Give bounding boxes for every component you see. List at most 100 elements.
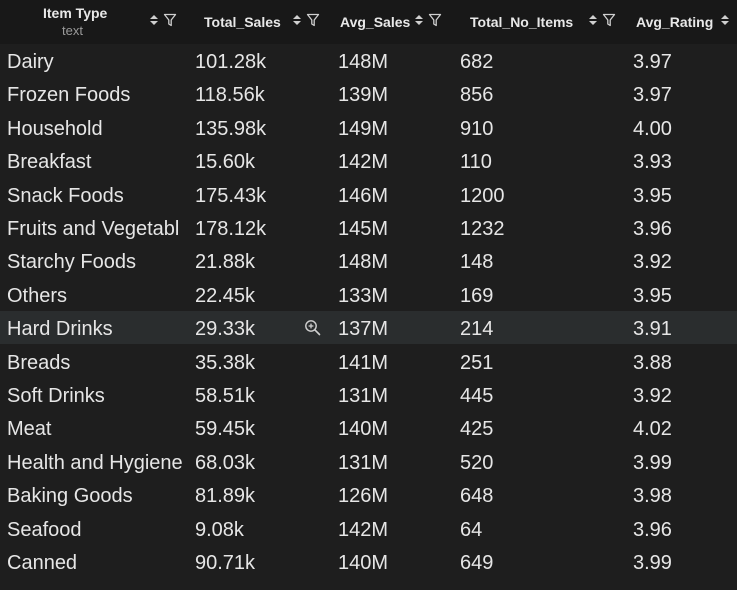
table-row[interactable]: Dairy 101.28k 148M 682 3.97 xyxy=(0,44,737,77)
cell-avg-sales: 148M xyxy=(338,51,389,73)
column-header-label: Avg_Rating xyxy=(636,14,714,30)
cell-total-sales: 101.28k xyxy=(195,51,267,73)
column-header-total-sales[interactable]: Total_Sales xyxy=(190,0,330,44)
cell-avg-sales: 126M xyxy=(338,485,389,508)
column-header-label: Total_Sales xyxy=(204,14,281,30)
table-row[interactable]: Soft Drinks 58.51k 131M 445 3.92 xyxy=(0,378,737,411)
cell-total-sales: 178.12k xyxy=(195,218,267,240)
table-row[interactable]: Baking Goods 81.89k 126M 648 3.98 xyxy=(0,478,737,511)
table-row[interactable]: Frozen Foods 118.56k 139M 856 3.97 xyxy=(0,77,737,110)
cell-total-sales: 35.38k xyxy=(195,351,256,374)
cell-avg-sales: 131M xyxy=(338,451,389,474)
cell-total-no-items: 148 xyxy=(460,251,494,274)
cell-total-sales: 175.43k xyxy=(195,184,267,207)
cell-avg-sales: 139M xyxy=(338,84,389,107)
filter-icon[interactable] xyxy=(602,12,616,28)
cell-avg-rating: 3.96 xyxy=(633,518,672,541)
cell-avg-rating: 3.99 xyxy=(633,552,672,574)
table-row[interactable]: Starchy Foods 21.88k 148M 148 3.92 xyxy=(0,244,737,277)
cell-avg-sales: 141M xyxy=(338,351,389,374)
sort-icon[interactable] xyxy=(412,12,426,28)
cell-avg-rating: 3.92 xyxy=(633,251,672,274)
cell-total-no-items: 1200 xyxy=(460,184,505,207)
cell-avg-rating: 3.91 xyxy=(633,318,672,341)
cell-total-no-items: 251 xyxy=(460,351,494,374)
cell-avg-rating: 3.99 xyxy=(633,451,672,474)
cell-total-no-items: 214 xyxy=(460,318,494,341)
cell-total-sales: 58.51k xyxy=(195,385,256,407)
table-row[interactable]: Meat 59.45k 140M 425 4.02 xyxy=(0,411,737,444)
zoom-in-icon[interactable] xyxy=(304,319,321,336)
cell-total-no-items: 856 xyxy=(460,84,494,107)
cell-avg-rating: 3.97 xyxy=(633,84,672,107)
sort-icon[interactable] xyxy=(147,12,161,28)
cell-avg-rating: 3.88 xyxy=(633,351,672,374)
cell-item-type: Soft Drinks xyxy=(7,385,105,407)
cell-item-type: Starchy Foods xyxy=(7,251,136,274)
column-header-avg-sales[interactable]: Avg_Sales xyxy=(330,0,455,44)
cell-avg-rating: 3.97 xyxy=(633,51,672,73)
cell-total-no-items: 64 xyxy=(460,518,483,541)
column-header-label: Item Type xyxy=(43,5,108,21)
cell-item-type: Canned xyxy=(7,552,78,574)
table-row[interactable]: Canned 90.71k 140M 649 3.99 xyxy=(0,545,737,578)
cell-item-type: Hard Drinks xyxy=(7,318,113,341)
cell-total-sales: 81.89k xyxy=(195,485,256,508)
column-header-type: text xyxy=(62,23,83,38)
cell-total-no-items: 520 xyxy=(460,451,494,474)
cell-item-type: Dairy xyxy=(7,51,54,73)
cell-total-no-items: 648 xyxy=(460,485,494,508)
filter-icon[interactable] xyxy=(306,12,320,28)
cell-item-type: Baking Goods xyxy=(7,485,133,508)
cell-avg-sales: 140M xyxy=(338,552,389,574)
table-row[interactable]: Hard Drinks 29.33k 137M 214 3.91 xyxy=(0,311,737,345)
cell-avg-sales: 133M xyxy=(338,284,389,307)
sort-icon[interactable] xyxy=(718,12,732,28)
table-row[interactable]: Health and Hygiene 68.03k 131M 520 3.99 xyxy=(0,445,737,478)
column-header-label: Avg_Sales xyxy=(340,14,411,30)
cell-total-no-items: 445 xyxy=(460,385,494,407)
cell-avg-sales: 137M xyxy=(338,318,389,341)
filter-icon[interactable] xyxy=(163,12,177,28)
table-row[interactable]: Breakfast 15.60k 142M 110 3.93 xyxy=(0,144,737,177)
cell-avg-sales: 140M xyxy=(338,418,389,441)
cell-item-type: Fruits and Vegetabl xyxy=(7,218,180,240)
cell-total-no-items: 682 xyxy=(460,51,494,73)
column-header-item-type[interactable]: Item Type text xyxy=(0,0,190,44)
cell-item-type: Breads xyxy=(7,351,71,374)
cell-avg-sales: 148M xyxy=(338,251,389,274)
cell-total-sales: 15.60k xyxy=(195,151,256,174)
sort-icon[interactable] xyxy=(586,12,600,28)
column-header-total-no-items[interactable]: Total_No_Items xyxy=(455,0,625,44)
cell-avg-rating: 3.92 xyxy=(633,385,672,407)
cell-total-sales: 59.45k xyxy=(195,418,256,441)
table-row[interactable]: Breads 35.38k 141M 251 3.88 xyxy=(0,345,737,378)
grid-header: Item Type text Total_Sales Avg_Sales xyxy=(0,0,737,44)
cell-avg-rating: 4.02 xyxy=(633,418,672,441)
cell-avg-rating: 3.98 xyxy=(633,485,672,508)
table-row[interactable]: Household 135.98k 149M 910 4.00 xyxy=(0,111,737,144)
cell-item-type: Snack Foods xyxy=(7,184,124,207)
column-header-avg-rating[interactable]: Avg_Rating xyxy=(625,0,737,44)
cell-avg-rating: 3.95 xyxy=(633,284,672,307)
cell-total-sales: 90.71k xyxy=(195,552,256,574)
filter-icon[interactable] xyxy=(428,12,442,28)
cell-avg-sales: 142M xyxy=(338,518,389,541)
cell-total-no-items: 425 xyxy=(460,418,494,441)
table-row[interactable]: Seafood 9.08k 142M 64 3.96 xyxy=(0,512,737,545)
cell-total-no-items: 649 xyxy=(460,552,494,574)
cell-avg-rating: 4.00 xyxy=(633,117,672,140)
cell-item-type: Others xyxy=(7,284,68,307)
table-row[interactable]: Snack Foods 175.43k 146M 1200 3.95 xyxy=(0,178,737,211)
cell-total-sales: 9.08k xyxy=(195,518,244,541)
cell-total-no-items: 910 xyxy=(460,117,494,140)
cell-avg-rating: 3.96 xyxy=(633,218,672,240)
cell-item-type: Breakfast xyxy=(7,151,92,174)
cell-item-type: Seafood xyxy=(7,518,82,541)
table-row[interactable]: Others 22.45k 133M 169 3.95 xyxy=(0,278,737,311)
sort-icon[interactable] xyxy=(290,12,304,28)
cell-total-no-items: 110 xyxy=(460,151,492,174)
cell-total-sales: 68.03k xyxy=(195,451,256,474)
table-row[interactable]: Fruits and Vegetabl 178.12k 145M 1232 3.96 xyxy=(0,211,737,244)
